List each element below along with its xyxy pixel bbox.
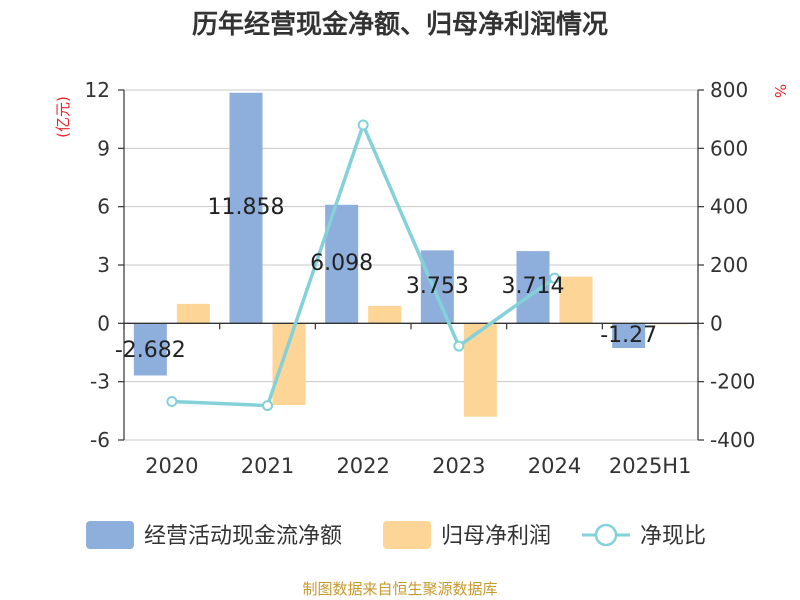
bars (133, 92, 689, 417)
data-labels: -2.682 11.858 6.098 3.753 3.714 -1.27 (115, 195, 657, 363)
bar-ocf (229, 92, 263, 324)
category-label: 2022 (336, 454, 389, 478)
legend-swatch-netprofit (383, 521, 431, 549)
left-tick-label: -3 (90, 370, 110, 394)
data-label-ocf: 3.753 (406, 274, 469, 299)
data-source: 制图数据来自恒生聚源数据库 (302, 580, 497, 598)
category-label: 2025H1 (609, 454, 692, 478)
legend-item-netprofit[interactable]: 归母净利润 (383, 521, 551, 549)
legend-label-ratio: 净现比 (640, 524, 706, 549)
bar-netprofit (368, 305, 402, 324)
right-tick-label: 400 (710, 195, 748, 219)
legend-swatch-ocf (86, 521, 134, 549)
right-tick-label: -200 (710, 370, 755, 394)
left-axis-unit: (亿元) (54, 96, 72, 138)
bar-ocf (133, 323, 167, 376)
category-label: 2020 (145, 454, 198, 478)
ratio-point (453, 340, 465, 352)
left-tick-label: 6 (97, 195, 110, 219)
axes: -6 -3 0 3 6 9 12 -400 -200 0 200 400 600 800 2020 2021 2… (85, 78, 756, 478)
ratio-point (166, 396, 178, 407)
legend-marker-ratio (594, 523, 618, 547)
left-tick-label: 12 (85, 78, 110, 102)
right-tick-label: 800 (710, 78, 748, 102)
data-label-ocf: 3.714 (502, 274, 565, 299)
legend-item-ratio[interactable]: 净现比 (582, 523, 706, 549)
category-label: 2024 (528, 454, 581, 478)
right-tick-label: 0 (710, 311, 723, 335)
right-axis-unit: % (771, 84, 789, 98)
left-tick-label: -6 (90, 428, 110, 452)
data-label-ocf: -2.682 (115, 338, 186, 363)
left-tick-label: 9 (97, 136, 110, 160)
legend: 经营活动现金流净额 归母净利润 净现比 (86, 521, 706, 549)
left-tick-label: 3 (97, 253, 110, 277)
category-label: 2023 (432, 454, 485, 478)
legend-label-netprofit: 归母净利润 (441, 524, 551, 549)
ratio-line (166, 119, 560, 412)
ratio-point (549, 272, 560, 284)
bar-netprofit (559, 276, 593, 324)
chart-title: 历年经营现金净额、归母净利润情况 (192, 9, 608, 40)
ratio-point (357, 119, 369, 131)
bar-ocf (420, 250, 454, 324)
data-label-ocf: 11.858 (208, 195, 285, 220)
ratio-point (262, 400, 273, 412)
right-tick-label: 600 (710, 136, 748, 160)
bar-netprofit (176, 303, 210, 324)
grid (124, 89, 698, 441)
left-tick-label: 0 (97, 311, 110, 335)
bar-ocf (612, 323, 646, 349)
data-label-ocf: 6.098 (310, 251, 373, 276)
bar-netprofit (272, 323, 306, 405)
category-label: 2021 (241, 454, 294, 478)
data-label-ocf: -1.27 (600, 323, 657, 348)
right-tick-label: -400 (710, 428, 755, 452)
legend-label-ocf: 经营活动现金流净额 (144, 524, 342, 549)
legend-item-ocf[interactable]: 经营活动现金流净额 (86, 521, 342, 549)
right-tick-label: 200 (710, 253, 748, 277)
